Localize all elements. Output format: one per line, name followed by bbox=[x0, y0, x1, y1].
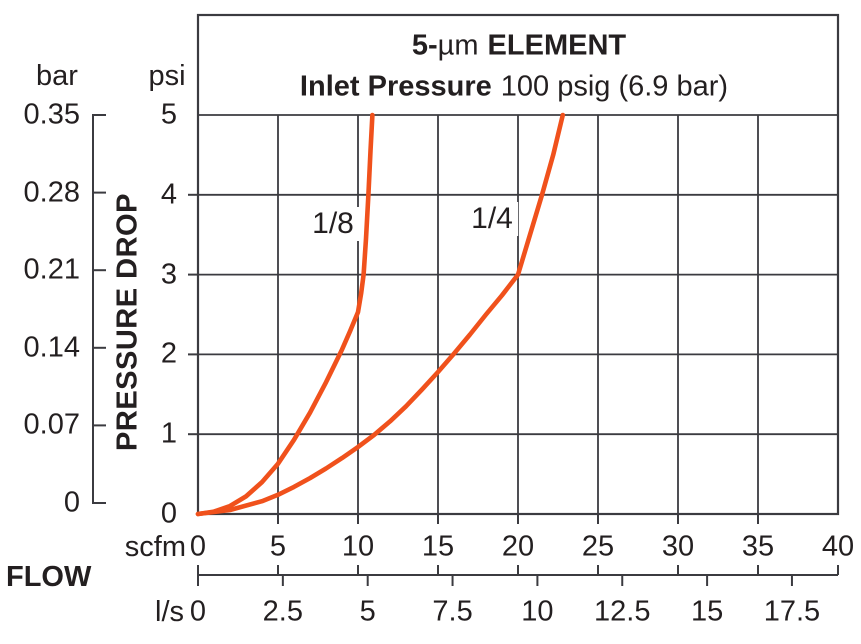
y-axis-title: PRESSURE DROP bbox=[111, 193, 144, 451]
bar-tick-label-0.35: 0.35 bbox=[23, 98, 80, 131]
bar-tick-label-0.07: 0.07 bbox=[23, 408, 80, 441]
psi-tick-label-0: 0 bbox=[160, 497, 177, 530]
scfm-unit-label: scfm bbox=[124, 530, 186, 563]
psi-tick-label-5: 5 bbox=[160, 98, 177, 131]
psi-tick-label-2: 2 bbox=[160, 337, 177, 370]
scfm-tick-label-35: 35 bbox=[741, 530, 775, 563]
curve-1-8 bbox=[195, 112, 375, 517]
psi-tick-label-3: 3 bbox=[160, 258, 177, 291]
chart-title: 5-µm ELEMENT bbox=[412, 30, 626, 63]
scfm-tick-label-30: 30 bbox=[661, 530, 695, 563]
scfm-tick-label-20: 20 bbox=[501, 530, 535, 563]
bar-axis-bracket bbox=[92, 114, 106, 504]
bar-tick-label-0.14: 0.14 bbox=[23, 331, 80, 364]
ls-tick-label-12.5: 12.5 bbox=[594, 595, 651, 628]
psi-tick-label-1: 1 bbox=[160, 417, 177, 450]
curve-label-1-4: 1/4 bbox=[466, 202, 518, 236]
chart-subtitle-bold: Inlet Pressure bbox=[299, 70, 492, 103]
ls-tick-label-15: 15 bbox=[690, 595, 724, 628]
ls-tick-label-5: 5 bbox=[359, 595, 376, 628]
psi-unit-label: psi bbox=[148, 59, 186, 92]
curve-1-4 bbox=[195, 112, 566, 517]
bar-tick-label-0.21: 0.21 bbox=[23, 253, 80, 286]
ls-tick-label-17.5: 17.5 bbox=[763, 595, 821, 628]
chart-title-bold-suffix: ELEMENT bbox=[487, 29, 627, 62]
scfm-tick-label-40: 40 bbox=[821, 530, 855, 563]
scfm-tick-label-5: 5 bbox=[269, 530, 287, 563]
chart-title-bold-prefix: 5- bbox=[411, 29, 438, 62]
bar-tick-label-0.28: 0.28 bbox=[23, 176, 80, 209]
scfm-tick-label-15: 15 bbox=[421, 530, 455, 563]
bar-unit-label: bar bbox=[36, 59, 78, 92]
chart-subtitle-value: 100 psig (6.9 bar) bbox=[500, 70, 729, 103]
ls-tick-label-0: 0 bbox=[189, 595, 207, 628]
bar-tick-label-0: 0 bbox=[63, 486, 80, 519]
ls-tick-label-2.5: 2.5 bbox=[262, 595, 304, 628]
scfm-tick-label-0: 0 bbox=[189, 530, 207, 563]
chart-subtitle: Inlet Pressure 100 psig (6.9 bar) bbox=[300, 71, 728, 104]
curve-label-1-8: 1/8 bbox=[307, 207, 359, 241]
psi-tick-label-4: 4 bbox=[160, 178, 177, 211]
ls-tick-label-7.5: 7.5 bbox=[432, 595, 473, 628]
scfm-tick-label-25: 25 bbox=[581, 530, 615, 563]
ls-unit-label: l/s bbox=[155, 595, 184, 628]
scfm-tick-label-10: 10 bbox=[341, 530, 375, 563]
ls-tick-label-10: 10 bbox=[521, 595, 554, 628]
chart-title-mu: µm bbox=[437, 29, 479, 62]
flow-axis-label: FLOW bbox=[6, 560, 92, 593]
